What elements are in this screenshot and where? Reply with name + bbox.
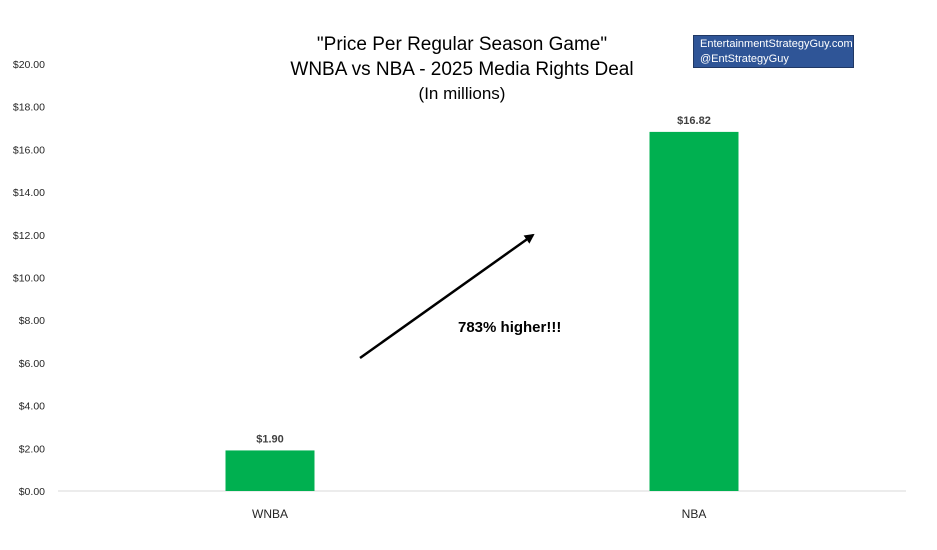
y-tick-label: $4.00 [19, 401, 45, 413]
y-tick-label: $10.00 [13, 273, 45, 285]
y-tick-label: $6.00 [19, 358, 45, 370]
x-axis-labels: WNBA NBA [252, 507, 706, 521]
y-tick-label: $12.00 [13, 230, 45, 242]
y-tick-label: $0.00 [19, 486, 45, 498]
y-tick-label: $8.00 [19, 315, 45, 327]
y-tick-label: $20.00 [13, 59, 45, 71]
chart-title: "Price Per Regular Season Game" [316, 34, 608, 55]
bar-nba [649, 131, 739, 491]
chart-units-note: (In millions) [418, 84, 506, 103]
data-label: $16.82 [677, 115, 711, 127]
brand-handle: @EntStrategyGuy [700, 53, 789, 65]
data-label: $1.90 [256, 433, 284, 445]
brand-website: EntertainmentStrategyGuy.com [700, 38, 853, 50]
y-tick-label: $16.00 [13, 144, 45, 156]
bar-labels: $1.90 $16.82 [256, 115, 711, 446]
chart-subtitle: WNBA vs NBA - 2025 Media Rights Deal [290, 59, 634, 80]
chart-title-block: "Price Per Regular Season Game" WNBA vs … [262, 32, 662, 106]
y-tick-label: $2.00 [19, 443, 45, 455]
x-tick-label: NBA [682, 507, 707, 521]
bars [225, 131, 739, 491]
bar-wnba [225, 450, 315, 491]
y-axis-labels: $0.00 $2.00 $4.00 $6.00 $8.00 $10.00 $12.00 $14… [13, 59, 45, 498]
brand-box: EntertainmentStrategyGuy.com @EntStrateg… [693, 35, 854, 68]
growth-arrow [359, 233, 535, 360]
growth-annotation: 783% higher!!! [458, 319, 561, 336]
y-tick-label: $14.00 [13, 187, 45, 199]
y-tick-label: $18.00 [13, 102, 45, 114]
x-tick-label: WNBA [252, 507, 288, 521]
